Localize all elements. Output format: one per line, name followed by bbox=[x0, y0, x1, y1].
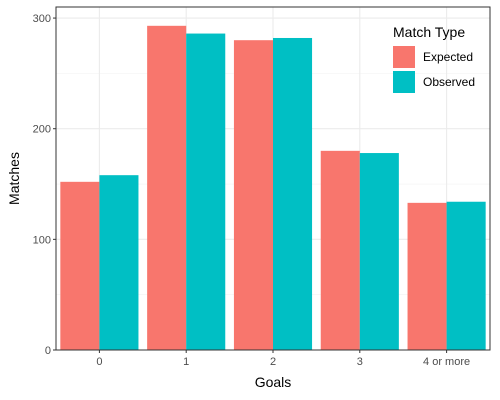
bars bbox=[60, 25, 486, 351]
x-axis-title: Goals bbox=[255, 374, 292, 390]
y-tick-label: 100 bbox=[33, 234, 51, 246]
legend-label-expected: Expected bbox=[423, 50, 473, 64]
x-tick-label: 4 or more bbox=[423, 356, 470, 368]
y-axis-title: Matches bbox=[6, 152, 22, 205]
x-tick-label: 0 bbox=[96, 356, 102, 368]
bar-expected-3 bbox=[320, 150, 360, 350]
bar-observed-2 bbox=[273, 37, 313, 350]
legend-title: Match Type bbox=[393, 24, 465, 40]
bar-expected-2 bbox=[233, 40, 273, 351]
bar-expected-1 bbox=[147, 25, 187, 350]
x-tick-label: 1 bbox=[183, 356, 189, 368]
legend-label-observed: Observed bbox=[423, 75, 475, 89]
x-tick-label: 2 bbox=[270, 356, 276, 368]
bar-observed-1 bbox=[186, 33, 226, 350]
legend: Match Type Expected Observed bbox=[393, 24, 475, 93]
legend-key-observed bbox=[393, 71, 415, 93]
legend-items: Expected Observed bbox=[393, 46, 475, 93]
bar-observed-0 bbox=[99, 175, 139, 350]
bar-expected-4 bbox=[407, 202, 447, 350]
legend-key-expected bbox=[393, 46, 415, 68]
y-tick-label: 300 bbox=[33, 13, 51, 25]
x-tick-label: 3 bbox=[357, 356, 363, 368]
y-tick-label: 0 bbox=[45, 345, 51, 357]
bar-observed-3 bbox=[359, 153, 399, 350]
bar-observed-4 bbox=[446, 201, 486, 350]
bar-expected-0 bbox=[60, 181, 100, 350]
y-tick-label: 200 bbox=[33, 124, 51, 136]
axes: 0 100 200 300 0 1 2 3 4 or more bbox=[33, 13, 470, 368]
